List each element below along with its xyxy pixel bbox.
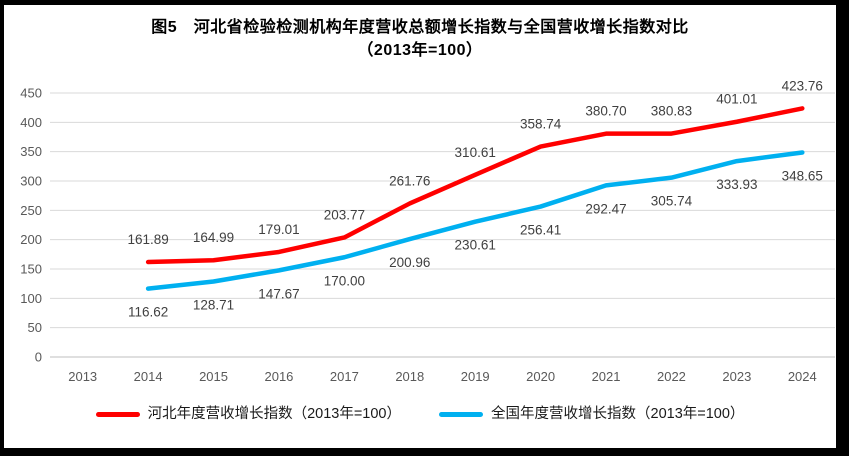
data-label: 401.01 — [716, 92, 757, 107]
chart-title-block: 图5 河北省检验检测机构年度营收总额增长指数与全国营收增长指数对比 （2013年… — [0, 16, 840, 62]
data-label: 179.01 — [258, 222, 299, 237]
data-label: 164.99 — [193, 230, 234, 245]
data-label: 200.96 — [389, 255, 430, 270]
y-tick-label: 100 — [20, 291, 42, 306]
x-tick-label: 2022 — [657, 369, 686, 384]
y-tick-label: 150 — [20, 262, 42, 277]
y-tick-label: 250 — [20, 203, 42, 218]
y-tick-label: 450 — [20, 86, 42, 101]
data-label: 305.74 — [651, 194, 693, 209]
data-label: 147.67 — [258, 286, 299, 301]
x-tick-label: 2023 — [722, 369, 751, 384]
y-tick-label: 0 — [35, 350, 42, 365]
data-label: 380.70 — [585, 104, 626, 119]
series-line — [145, 150, 805, 291]
y-tick-label: 200 — [20, 232, 42, 247]
data-label: 203.77 — [324, 207, 365, 222]
y-tick-label: 50 — [28, 320, 42, 335]
y-tick-label: 300 — [20, 174, 42, 189]
data-label: 348.65 — [782, 168, 823, 183]
legend-item-national: 全国年度营收增长指数（2013年=100） — [439, 404, 744, 424]
data-label: 170.00 — [324, 273, 365, 288]
data-label: 256.41 — [520, 223, 561, 238]
chart-canvas — [4, 5, 836, 448]
data-label: 116.62 — [128, 305, 168, 320]
legend-label-hebei: 河北年度营收增长指数（2013年=100） — [147, 406, 401, 422]
x-tick-label: 2020 — [526, 369, 555, 384]
x-tick-label: 2016 — [264, 369, 293, 384]
x-tick-label: 2015 — [199, 369, 228, 384]
data-label: 423.76 — [782, 78, 823, 93]
data-label: 128.71 — [193, 297, 234, 312]
x-tick-label: 2014 — [134, 369, 163, 384]
data-label: 261.76 — [389, 173, 430, 188]
data-label: 358.74 — [520, 117, 562, 132]
legend-item-hebei: 河北年度营收增长指数（2013年=100） — [95, 404, 401, 424]
y-tick-label: 400 — [20, 115, 42, 130]
data-label: 230.61 — [455, 238, 496, 253]
x-tick-label: 2018 — [395, 369, 424, 384]
series-line — [145, 106, 805, 265]
legend: 河北年度营收增长指数（2013年=100） 全国年度营收增长指数（2013年=1… — [4, 404, 836, 424]
x-tick-label: 2021 — [592, 369, 621, 384]
chart-title: 图5 河北省检验检测机构年度营收总额增长指数与全国营收增长指数对比 — [151, 19, 689, 36]
legend-line-swatch-national-icon — [439, 411, 483, 417]
data-label: 292.47 — [585, 201, 626, 216]
data-label: 310.61 — [455, 145, 496, 160]
x-tick-label: 2013 — [68, 369, 97, 384]
data-label: 161.89 — [127, 232, 168, 247]
chart-subtitle: （2013年=100） — [357, 42, 483, 59]
x-tick-label: 2024 — [788, 369, 817, 384]
legend-label-national: 全国年度营收增长指数（2013年=100） — [491, 406, 745, 422]
data-label: 333.93 — [716, 177, 757, 192]
legend-line-swatch-hebei-icon — [95, 411, 140, 417]
x-tick-label: 2017 — [330, 369, 359, 384]
data-label: 380.83 — [651, 104, 692, 119]
x-tick-label: 2019 — [461, 369, 490, 384]
y-tick-label: 350 — [20, 144, 42, 159]
